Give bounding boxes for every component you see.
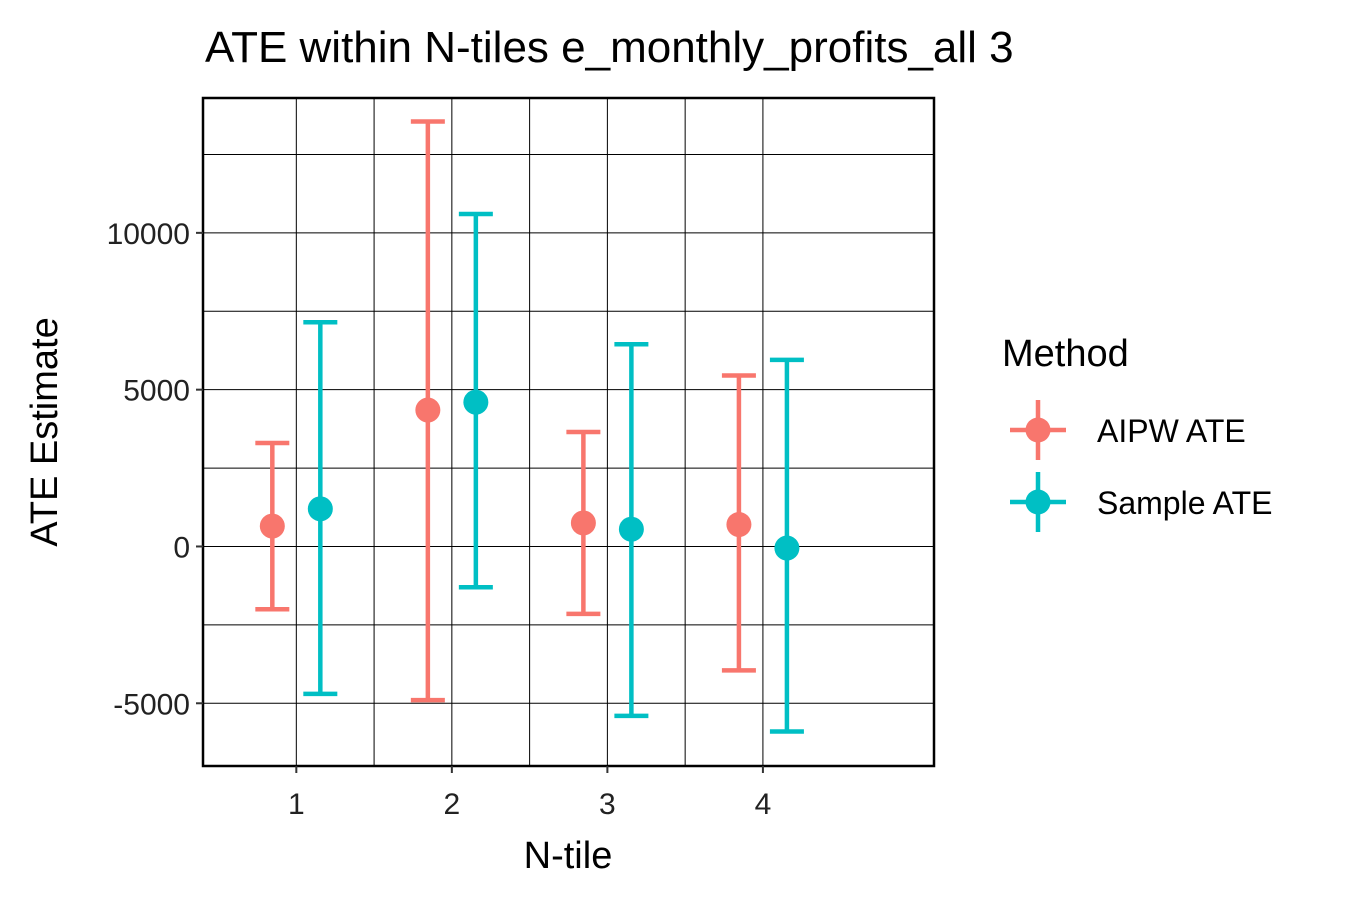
x-tick-label: 3 <box>599 788 616 821</box>
estimate-point <box>774 535 800 561</box>
x-tick-label: 2 <box>444 788 461 821</box>
x-tick-label: 1 <box>288 788 305 821</box>
legend-label: Sample ATE <box>1097 485 1272 521</box>
legend: Method AIPW ATE Sample ATE <box>1002 333 1272 532</box>
y-tick-label: 10000 <box>107 218 190 251</box>
estimate-point <box>570 510 596 536</box>
estimate-point <box>307 496 333 522</box>
estimate-point <box>259 513 285 539</box>
error-bars <box>255 119 804 734</box>
axes: -5000 0 5000 10000 1 2 3 4 <box>107 218 772 821</box>
x-axis-title: N-tile <box>524 835 613 877</box>
plot-panel <box>201 96 936 768</box>
legend-key-point <box>1025 489 1051 515</box>
estimate-point <box>618 516 644 542</box>
y-axis-title: ATE Estimate <box>24 317 66 546</box>
y-tick-label: -5000 <box>113 688 190 721</box>
estimate-point <box>463 389 489 415</box>
legend-key-point <box>1025 417 1051 443</box>
chart-title: ATE within N-tiles e_monthly_profits_all… <box>205 23 1014 72</box>
x-tick-label: 4 <box>755 788 772 821</box>
legend-title: Method <box>1002 333 1129 375</box>
estimate-point <box>415 397 441 423</box>
y-tick-label: 0 <box>173 531 190 564</box>
y-tick-label: 5000 <box>123 375 190 408</box>
legend-label: AIPW ATE <box>1097 413 1246 449</box>
grid-lines <box>203 98 934 766</box>
estimate-point <box>726 512 752 538</box>
